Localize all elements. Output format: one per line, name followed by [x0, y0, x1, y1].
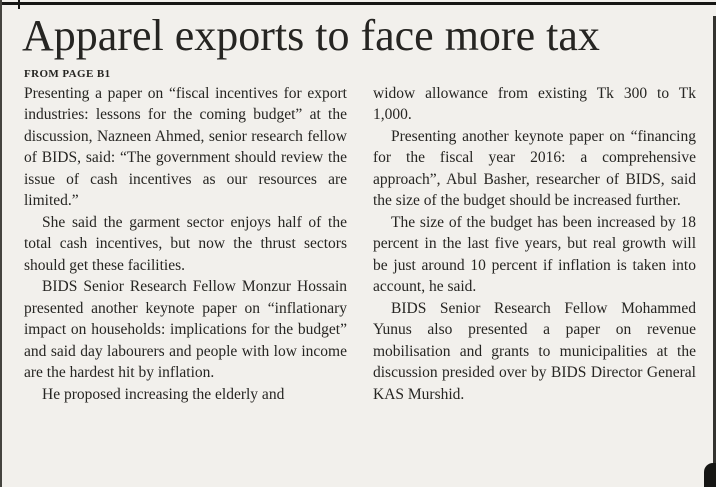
left-column: Presenting a paper on “fiscal incentives…	[24, 83, 347, 406]
paragraph: BIDS Senior Research Fellow Monzur Hossa…	[24, 278, 347, 382]
top-tick-mark	[18, 0, 20, 9]
paragraph: She said the garment sector enjoys half …	[24, 213, 347, 274]
article-headline: Apparel exports to face more tax	[22, 11, 600, 60]
paragraph: widow allowance from existing Tk 300 to …	[373, 84, 696, 124]
article-body: Presenting a paper on “fiscal incentives…	[0, 83, 716, 406]
paragraph: Presenting another keynote paper on “fin…	[373, 127, 696, 210]
right-edge-rule	[713, 16, 716, 487]
top-rule	[0, 2, 716, 5]
corner-scan-mark	[704, 463, 716, 487]
from-page-tag: FROM PAGE B1	[24, 67, 111, 80]
right-column: widow allowance from existing Tk 300 to …	[373, 83, 696, 406]
paragraph: He proposed increasing the elderly and	[42, 385, 285, 403]
paragraph: BIDS Senior Research Fellow Mohammed Yun…	[373, 299, 696, 403]
paragraph: The size of the budget has been increase…	[373, 213, 696, 296]
paragraph: Presenting a paper on “fiscal incentives…	[24, 84, 347, 210]
left-edge-rule	[0, 0, 2, 487]
